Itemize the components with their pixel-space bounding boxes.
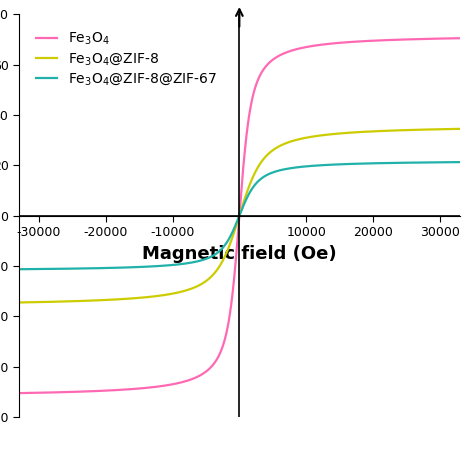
Line: Fe$_3$O$_4$: Fe$_3$O$_4$ [19, 38, 460, 393]
Fe$_3$O$_4$ [66, 389, 72, 395]
Fe$_3$O$_4$@ZIF-8 [401, 128, 407, 133]
Fe$_3$O$_4$@ZIF-8 [457, 126, 463, 132]
Fe$_3$O$_4$@ZIF-8@ZIF-67 [448, 159, 454, 165]
Fe$_3$O$_4$@ZIF-8 [448, 126, 454, 132]
Fe$_3$O$_4$ [448, 36, 454, 41]
Fe$_3$O$_4$ [401, 36, 407, 42]
Fe$_3$O$_4$@ZIF-8 [92, 298, 98, 303]
X-axis label: Magnetic field (Oe): Magnetic field (Oe) [142, 245, 337, 263]
Fe$_3$O$_4$@ZIF-8@ZIF-67 [401, 160, 407, 165]
Line: Fe$_3$O$_4$@ZIF-8: Fe$_3$O$_4$@ZIF-8 [19, 129, 460, 302]
Fe$_3$O$_4$@ZIF-8@ZIF-67 [16, 266, 22, 272]
Fe$_3$O$_4$ [204, 368, 210, 374]
Fe$_3$O$_4$@ZIF-8 [204, 277, 210, 283]
Fe$_3$O$_4$@ZIF-8 [66, 299, 72, 304]
Legend: Fe$_3$O$_4$, Fe$_3$O$_4$@ZIF-8, Fe$_3$O$_4$@ZIF-8@ZIF-67: Fe$_3$O$_4$, Fe$_3$O$_4$@ZIF-8, Fe$_3$O$… [30, 25, 222, 92]
Fe$_3$O$_4$ [185, 378, 191, 383]
Fe$_3$O$_4$ [16, 390, 22, 396]
Fe$_3$O$_4$@ZIF-8@ZIF-67 [204, 255, 210, 261]
Fe$_3$O$_4$@ZIF-8 [16, 300, 22, 305]
Fe$_3$O$_4$@ZIF-8@ZIF-67 [185, 260, 191, 266]
Fe$_3$O$_4$@ZIF-8@ZIF-67 [66, 266, 72, 272]
Fe$_3$O$_4$@ZIF-8 [185, 287, 191, 292]
Line: Fe$_3$O$_4$@ZIF-8@ZIF-67: Fe$_3$O$_4$@ZIF-8@ZIF-67 [19, 162, 460, 269]
Fe$_3$O$_4$@ZIF-8@ZIF-67 [92, 265, 98, 271]
Fe$_3$O$_4$ [92, 388, 98, 394]
Fe$_3$O$_4$ [457, 36, 463, 41]
Fe$_3$O$_4$@ZIF-8@ZIF-67 [457, 159, 463, 165]
